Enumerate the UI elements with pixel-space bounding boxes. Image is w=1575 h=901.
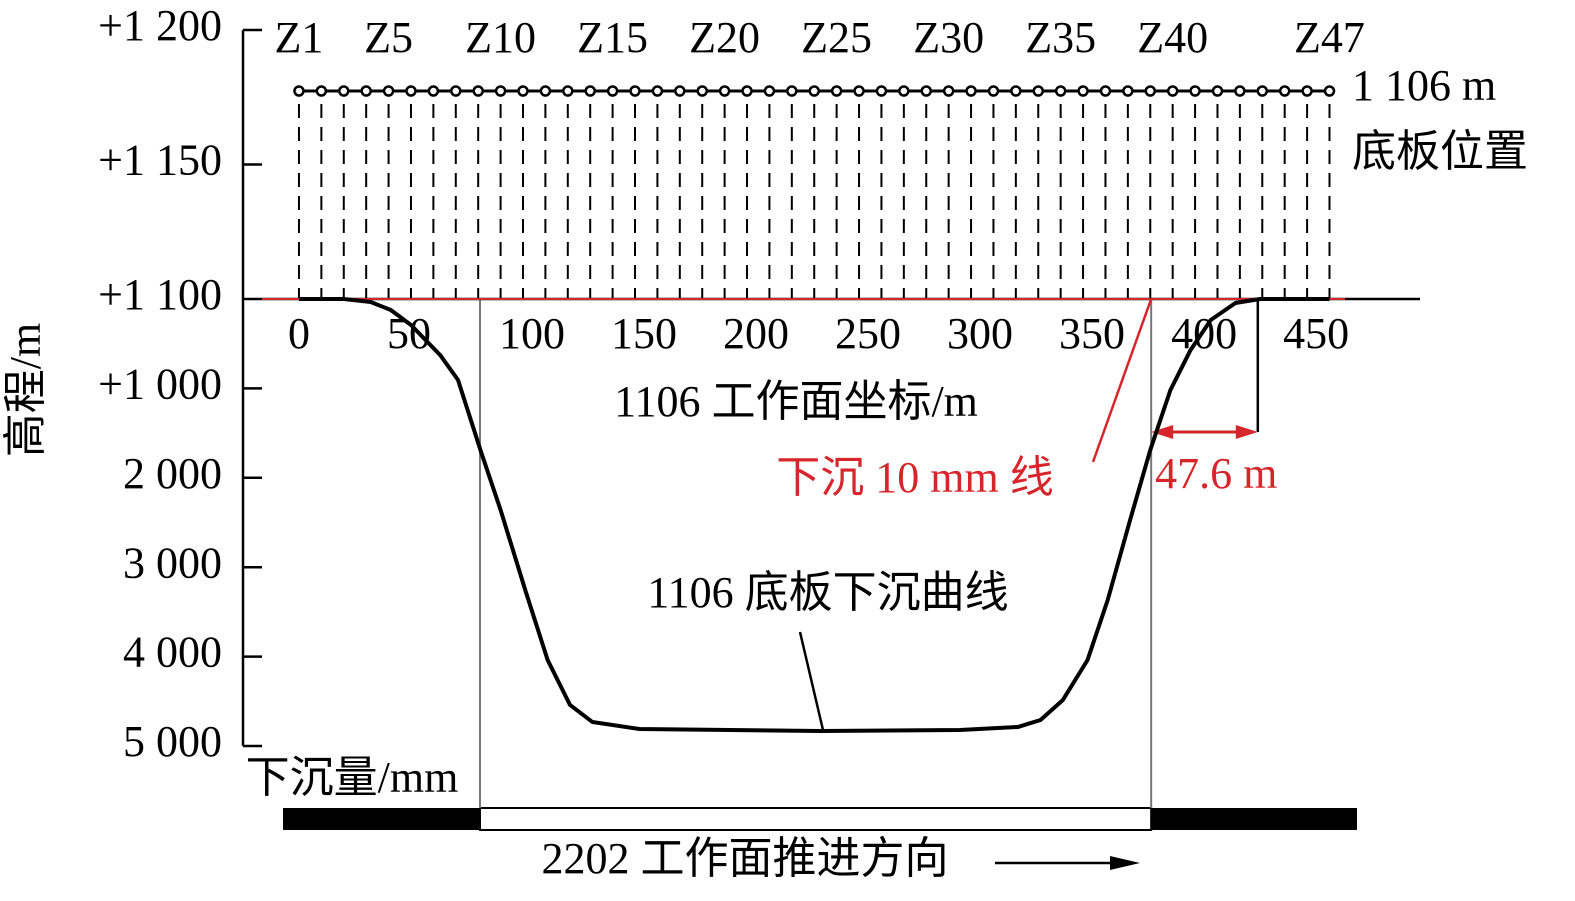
station-point (718, 85, 731, 97)
station-point (741, 85, 753, 97)
station-point (763, 85, 776, 97)
station-point (1323, 85, 1336, 97)
station-point (942, 85, 955, 97)
station-point (315, 85, 328, 97)
station-point (1099, 85, 1112, 97)
station-point (853, 85, 865, 97)
station-label: Z5 (364, 13, 413, 62)
curve-pointer (798, 631, 825, 731)
curve-label: 1106 底板下沉曲线 (647, 568, 1008, 617)
station-point (674, 85, 686, 97)
station-label: Z25 (801, 13, 872, 62)
x-tick-label: 0 (288, 309, 310, 358)
station-point (651, 85, 664, 97)
pillar-bar (283, 808, 480, 830)
station-point (494, 85, 507, 97)
threshold-pointer (1091, 298, 1153, 463)
station-point (1278, 85, 1291, 97)
station-label: Z40 (1137, 13, 1208, 62)
station-point (1189, 85, 1201, 97)
station-point (382, 85, 395, 97)
y-tick-label: +1 200 (98, 1, 222, 50)
station-point (360, 85, 372, 97)
y2-tick-label: 2 000 (123, 449, 222, 498)
x-axis-label: 1106 工作面坐标/m (614, 377, 978, 426)
y-tick-label: +1 100 (98, 270, 222, 319)
station-point (629, 85, 641, 97)
station-point (1301, 85, 1313, 97)
x-tick-label: 150 (611, 309, 677, 358)
x-tick-label: 200 (723, 309, 789, 358)
station-point (1010, 85, 1022, 97)
station-point (1211, 85, 1224, 97)
station-label: Z10 (465, 13, 536, 62)
y2-tick-label: 4 000 (123, 628, 222, 677)
station-point (1077, 85, 1089, 97)
station-point (786, 85, 798, 97)
x-tick-label: 100 (499, 309, 565, 358)
station-point (830, 85, 843, 97)
station-point (898, 85, 910, 97)
station-point (584, 85, 596, 97)
station-point (920, 85, 932, 97)
station-point (472, 85, 484, 97)
station-point (808, 85, 820, 97)
y2-axis-label: 下沉量/mm (246, 753, 459, 802)
x-tick-label: 300 (947, 309, 1013, 358)
x-tick-label: 400 (1171, 309, 1237, 358)
station-point (539, 85, 552, 97)
station-label: Z47 (1294, 13, 1365, 62)
subsidence-curve (298, 297, 1330, 733)
station-point (606, 85, 619, 97)
advance-arrowhead (1110, 856, 1140, 870)
station-point (875, 85, 888, 97)
station-point (965, 85, 977, 97)
face-bar (478, 807, 1153, 831)
station-point (1032, 85, 1045, 97)
station-point (405, 85, 417, 97)
y2-tick-label: 5 000 (123, 717, 222, 766)
station-point (1166, 85, 1179, 97)
station-point (562, 85, 574, 97)
station-point (293, 85, 305, 97)
station-point (1054, 85, 1067, 97)
station-point (517, 85, 529, 97)
station-point (1234, 85, 1246, 97)
y2-tick-label: 3 000 (123, 538, 222, 587)
station-point (696, 85, 708, 97)
station-point (338, 85, 350, 97)
station-point (1122, 85, 1134, 97)
station-point (987, 85, 1000, 97)
floor-label: 1 106 m (1352, 61, 1496, 110)
offset-label: 47.6 m (1155, 449, 1277, 498)
x-tick-label: 450 (1283, 309, 1349, 358)
y-tick-label: +1 150 (98, 136, 222, 185)
station-label: Z15 (577, 13, 648, 62)
floor-label: 底板位置 (1352, 127, 1528, 176)
station-label: Z1 (275, 13, 324, 62)
y2-tick-label: +1 000 (98, 359, 222, 408)
offset-arrowhead (1151, 425, 1174, 439)
y-axis-label: 高程/m (1, 323, 50, 457)
station-point (1256, 85, 1269, 97)
station-label: Z20 (689, 13, 760, 62)
x-tick-label: 350 (1059, 309, 1125, 358)
station-label: Z35 (1025, 13, 1096, 62)
advance-label: 2202 工作面推进方向 (542, 834, 949, 883)
x-tick-label: 250 (835, 309, 901, 358)
offset-arrowhead (1235, 425, 1258, 439)
station-label: Z30 (913, 13, 984, 62)
station-point (450, 85, 462, 97)
threshold-label: 下沉 10 mm 线 (776, 453, 1053, 502)
station-point (427, 85, 440, 97)
station-point (1144, 85, 1157, 97)
x-tick-label: 50 (387, 309, 431, 358)
pillar-bar (1151, 808, 1357, 830)
